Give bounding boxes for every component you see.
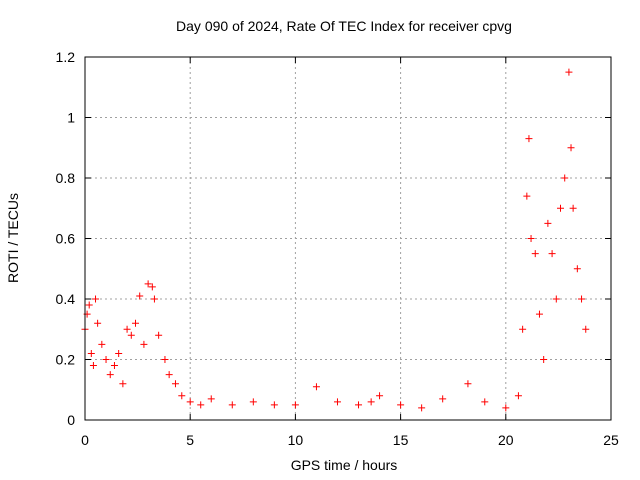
chart-title: Day 090 of 2024, Rate Of TEC Index for r…: [176, 18, 512, 34]
data-point: [106, 371, 114, 379]
data-point: [573, 265, 581, 273]
data-point: [376, 392, 384, 400]
x-tick-label: 0: [81, 432, 89, 448]
data-point: [548, 250, 556, 258]
data-point: [561, 174, 569, 182]
x-axis-label: GPS time / hours: [291, 457, 398, 473]
grid-lines: [85, 57, 611, 420]
data-point: [178, 392, 186, 400]
x-tick-label: 5: [186, 432, 194, 448]
y-tick-label: 0.6: [56, 231, 76, 247]
data-point: [165, 371, 173, 379]
data-point: [228, 401, 236, 409]
data-point: [565, 68, 573, 76]
data-point: [527, 235, 535, 242]
data-point: [136, 292, 144, 300]
data-point: [150, 295, 158, 303]
data-point: [94, 319, 102, 327]
data-point: [131, 319, 139, 327]
data-point: [161, 356, 169, 363]
data-point: [367, 398, 375, 406]
data-point: [439, 395, 447, 403]
data-point: [578, 295, 586, 303]
data-point: [148, 283, 156, 291]
data-point: [197, 401, 205, 409]
data-point: [92, 295, 100, 303]
axis-ticks: 0 5 10 15 20 25 0 0.2 0.4 0.6 0.8 1 1.2: [56, 49, 619, 448]
data-point: [567, 144, 575, 152]
data-point: [155, 331, 163, 339]
x-tick-label: 25: [603, 432, 619, 448]
data-point: [502, 404, 510, 412]
data-point: [144, 280, 152, 288]
x-tick-label: 20: [498, 432, 514, 448]
data-point: [85, 301, 93, 309]
data-point: [87, 349, 95, 357]
y-tick-label: 0.4: [56, 291, 76, 307]
data-point: [523, 192, 531, 200]
data-point: [514, 392, 522, 400]
data-points: [81, 68, 590, 412]
data-point: [531, 250, 539, 258]
data-point: [525, 135, 533, 143]
y-tick-label: 0.8: [56, 170, 76, 186]
data-point: [123, 325, 131, 333]
data-point: [540, 356, 548, 363]
data-point: [569, 204, 577, 212]
data-point: [110, 362, 118, 370]
data-point: [557, 204, 565, 212]
data-point: [519, 325, 527, 333]
data-point: [418, 404, 426, 412]
data-point: [186, 398, 194, 406]
data-point: [397, 401, 405, 409]
data-point: [127, 331, 135, 339]
data-point: [481, 398, 489, 406]
data-point: [270, 401, 278, 409]
data-point: [98, 340, 106, 348]
plot-frame: [84, 56, 612, 421]
data-point: [291, 401, 299, 409]
data-point: [140, 340, 148, 348]
y-tick-label: 1: [67, 110, 75, 126]
data-point: [102, 356, 110, 363]
x-tick-label: 15: [393, 432, 409, 448]
data-point: [464, 380, 472, 388]
data-point: [249, 398, 257, 406]
data-point: [119, 380, 127, 388]
y-axis-label: ROTI / TECUs: [5, 193, 21, 283]
y-tick-label: 1.2: [56, 49, 76, 65]
data-point: [312, 383, 320, 391]
y-tick-label: 0: [67, 412, 75, 428]
data-point: [333, 398, 341, 406]
data-point: [207, 395, 215, 403]
data-point: [552, 295, 560, 303]
data-point: [535, 310, 543, 318]
data-point: [544, 219, 552, 227]
data-point: [115, 349, 123, 357]
y-tick-label: 0.2: [56, 352, 76, 368]
data-point: [582, 325, 590, 333]
data-point: [355, 401, 363, 409]
x-tick-label: 10: [288, 432, 304, 448]
data-point: [171, 380, 179, 388]
data-point: [89, 362, 97, 370]
